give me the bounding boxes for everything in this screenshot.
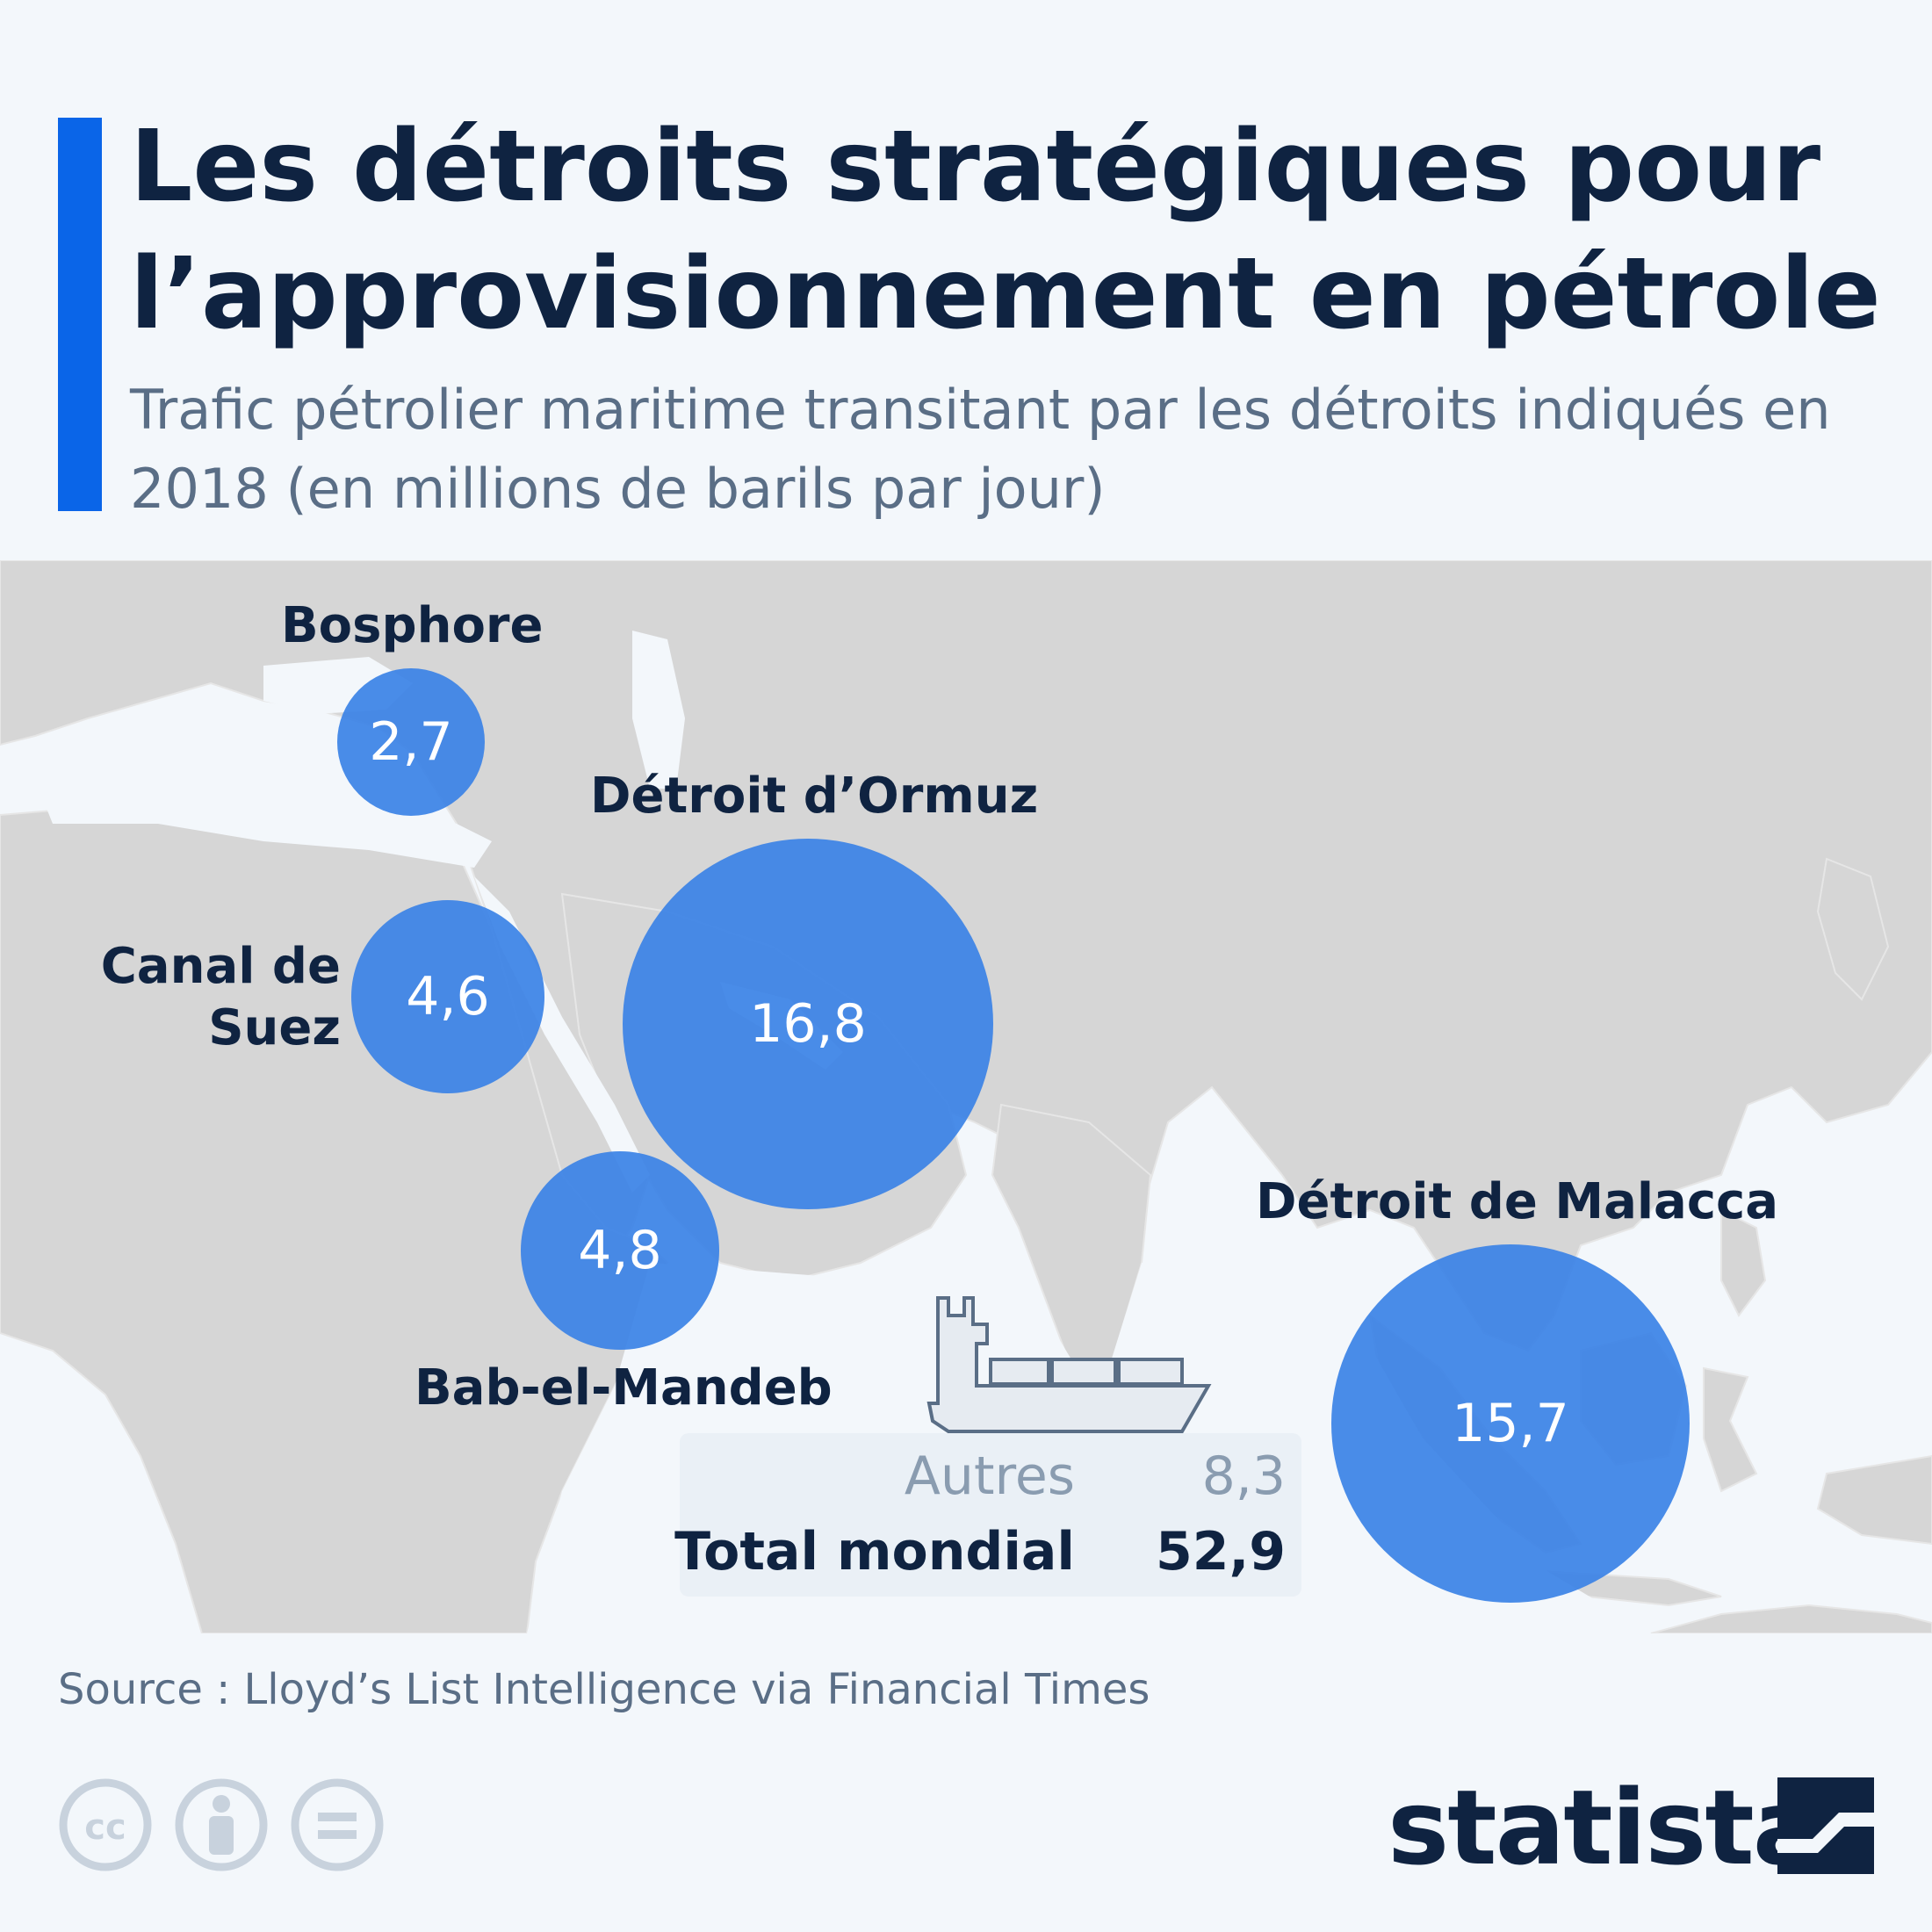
source-note: Source : Lloyd’s List Intelligence via F… — [58, 1665, 1150, 1714]
page-subtitle: Trafic pétrolier maritime transitant par… — [130, 378, 1831, 521]
cc-icon — [59, 1778, 152, 1871]
bubble-malacca — [1331, 1244, 1690, 1603]
sea-caspian — [632, 631, 685, 789]
tanker-ship-icon — [926, 1296, 1212, 1433]
nd-icon — [291, 1778, 384, 1871]
brand-wordmark: statista — [1388, 1767, 1822, 1888]
by-icon — [175, 1778, 268, 1871]
bubble-suez — [351, 900, 544, 1093]
map-land-svg — [0, 560, 1932, 1633]
bubble-ormuz — [623, 839, 993, 1209]
statista-logo-icon — [1777, 1777, 1874, 1874]
world-map: 2,7 16,8 4,6 4,8 15,7 Bosphore Détroit d… — [0, 560, 1932, 1633]
strait-label-bab: Bab-el-Mandeb — [415, 1359, 833, 1417]
bubble-value-malacca: 15,7 — [1452, 1393, 1569, 1454]
bubble-value-suez: 4,6 — [406, 966, 490, 1027]
strait-label-bosphore: Bosphore — [281, 597, 544, 654]
sea-mediterranean — [35, 762, 492, 868]
totals-box: Autres 8,3 Total mondial 52,9 — [674, 1433, 1301, 1597]
strait-label-suez: Canal de Suez — [100, 938, 341, 1056]
bubble-value-bab: 4,8 — [578, 1220, 662, 1281]
total-label: Total mondial — [674, 1521, 1075, 1582]
bubble-value-ormuz: 16,8 — [749, 993, 867, 1055]
page-title: Les détroits stratégiques pour l’approvi… — [130, 110, 1881, 351]
land-japan — [1816, 857, 1890, 1001]
land-philippines — [1720, 1208, 1767, 1317]
total-value: 52,9 — [1155, 1521, 1286, 1582]
svg-text:cc: cc — [84, 1807, 126, 1848]
others-value: 8,3 — [1201, 1445, 1286, 1507]
strait-label-ormuz: Détroit d’Ormuz — [590, 768, 1039, 825]
license-icons-svg: cc — [59, 1778, 384, 1871]
others-label: Autres — [904, 1445, 1075, 1507]
bubble-bab — [521, 1151, 719, 1350]
bubble-bosphore — [337, 668, 485, 816]
title-accent-bar — [58, 118, 102, 511]
license-icons: cc — [58, 1777, 409, 1878]
bubble-value-bosphore: 2,7 — [369, 711, 453, 773]
strait-label-malacca: Détroit de Malacca — [1256, 1173, 1779, 1230]
land-australia — [1650, 1604, 1932, 1633]
land-newguinea — [1816, 1454, 1932, 1546]
land-sulawesi — [1703, 1366, 1758, 1493]
